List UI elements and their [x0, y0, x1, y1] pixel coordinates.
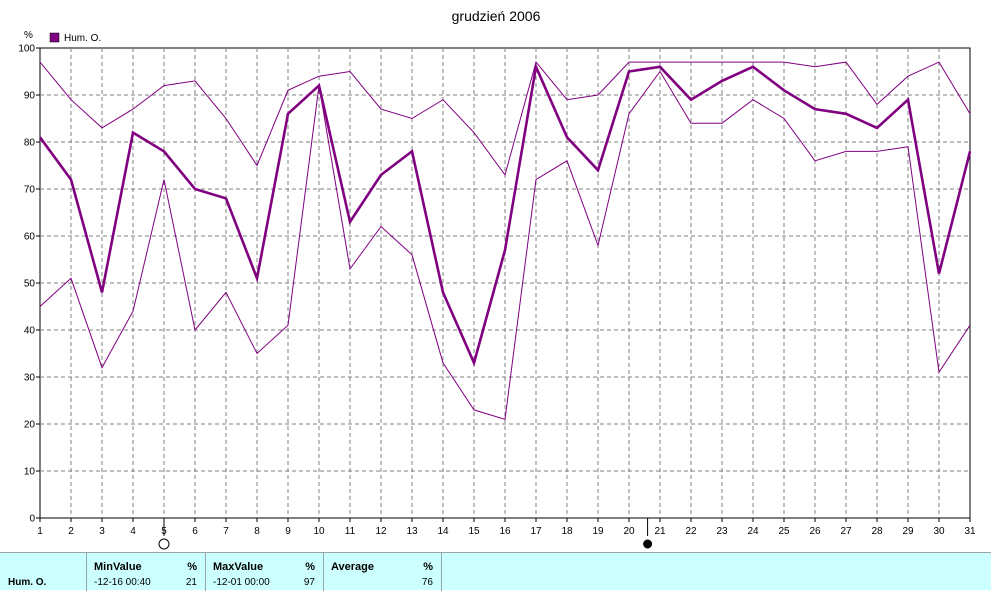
x-tick-label: 15 [468, 526, 480, 537]
stats-avg-cell: Average % 76 [324, 553, 442, 591]
x-tick-label: 10 [313, 526, 325, 537]
stats-max-unit: % [305, 561, 315, 573]
y-tick-label: 40 [24, 326, 36, 337]
x-tick-label: 3 [99, 526, 105, 537]
x-tick-label: 31 [964, 526, 976, 537]
stats-series-name: Hum. O. [8, 577, 47, 588]
stats-avg-unit: % [423, 561, 433, 573]
y-tick-label: 60 [24, 232, 36, 243]
x-tick-label: 29 [902, 526, 914, 537]
y-tick-label: 90 [24, 91, 36, 102]
x-tick-label: 16 [499, 526, 511, 537]
x-tick-label: 24 [747, 526, 759, 537]
grid [40, 48, 970, 518]
x-tick-label: 7 [223, 526, 229, 537]
series-line-average [38, 62, 972, 367]
x-tick-label: 19 [592, 526, 604, 537]
series-line-max [39, 61, 971, 177]
y-tick-label: 0 [29, 514, 35, 525]
x-tick-label: 12 [375, 526, 387, 537]
humidity-chart: grudzień 2006 % Hum. O. 0 10 20 30 40 50 60 70 8… [18, 8, 976, 550]
x-tick-label: 11 [345, 526, 356, 537]
y-tick-label: 70 [24, 185, 36, 196]
x-tick-label: 26 [809, 526, 821, 537]
full-moon-icon [158, 538, 170, 550]
statistics-bar: Hum. O. MinValue % -12-16 00:40 21 MaxVa… [0, 552, 991, 591]
y-tick-label: 50 [24, 279, 36, 290]
y-tick-label: 30 [24, 373, 36, 384]
stats-min-value: 21 [185, 577, 197, 588]
x-tick-label: 25 [778, 526, 790, 537]
legend-swatch [49, 32, 60, 43]
x-tick-label: 21 [654, 526, 666, 537]
new-moon-icon [643, 539, 653, 549]
x-tick-label: 20 [623, 526, 635, 537]
x-tick-label: 9 [285, 526, 291, 537]
y-axis-ticks: 0 10 20 30 40 50 60 70 80 90 100 [18, 44, 40, 525]
x-tick-label: 4 [130, 526, 136, 537]
y-tick-label: 20 [24, 420, 36, 431]
x-tick-label: 28 [871, 526, 883, 537]
x-tick-label: 14 [437, 526, 449, 537]
x-tick-label: 1 [37, 526, 43, 537]
series-lines [38, 61, 972, 420]
stats-max-cell: MaxValue % -12-01 00:00 97 [206, 553, 324, 591]
x-tick-label: 18 [561, 526, 573, 537]
x-tick-label: 22 [685, 526, 697, 537]
y-tick-label: 100 [18, 44, 35, 55]
stats-min-cell: MinValue % -12-16 00:40 21 [87, 553, 206, 591]
x-tick-label: 17 [530, 526, 542, 537]
stats-min-time: -12-16 00:40 [94, 577, 151, 588]
stats-max-value: 97 [303, 577, 315, 588]
x-tick-label: 6 [192, 526, 198, 537]
legend-label: Hum. O. [64, 33, 101, 44]
x-tick-label: 13 [406, 526, 418, 537]
moon-phase-markers [158, 518, 653, 550]
x-tick-label: 27 [840, 526, 852, 537]
stats-series-cell: Hum. O. [0, 553, 87, 591]
series-line-min [39, 70, 971, 420]
stats-avg-header: Average [331, 561, 375, 573]
y-tick-label: 10 [24, 467, 36, 478]
stats-min-unit: % [187, 561, 197, 573]
y-tick-label: 80 [24, 138, 36, 149]
stats-min-header: MinValue [94, 561, 142, 573]
x-tick-label: 8 [254, 526, 260, 537]
stats-avg-value: 76 [421, 577, 433, 588]
x-tick-label: 30 [933, 526, 945, 537]
y-axis-unit-label: % [24, 30, 33, 41]
chart-title: grudzień 2006 [452, 8, 541, 24]
x-tick-label: 2 [68, 526, 74, 537]
stats-max-header: MaxValue [213, 561, 264, 573]
legend: Hum. O. [49, 32, 101, 44]
stats-max-time: -12-01 00:00 [213, 577, 270, 588]
x-axis-ticks: 1234567891011121314151617181920212223242… [37, 518, 976, 537]
x-tick-label: 23 [716, 526, 728, 537]
